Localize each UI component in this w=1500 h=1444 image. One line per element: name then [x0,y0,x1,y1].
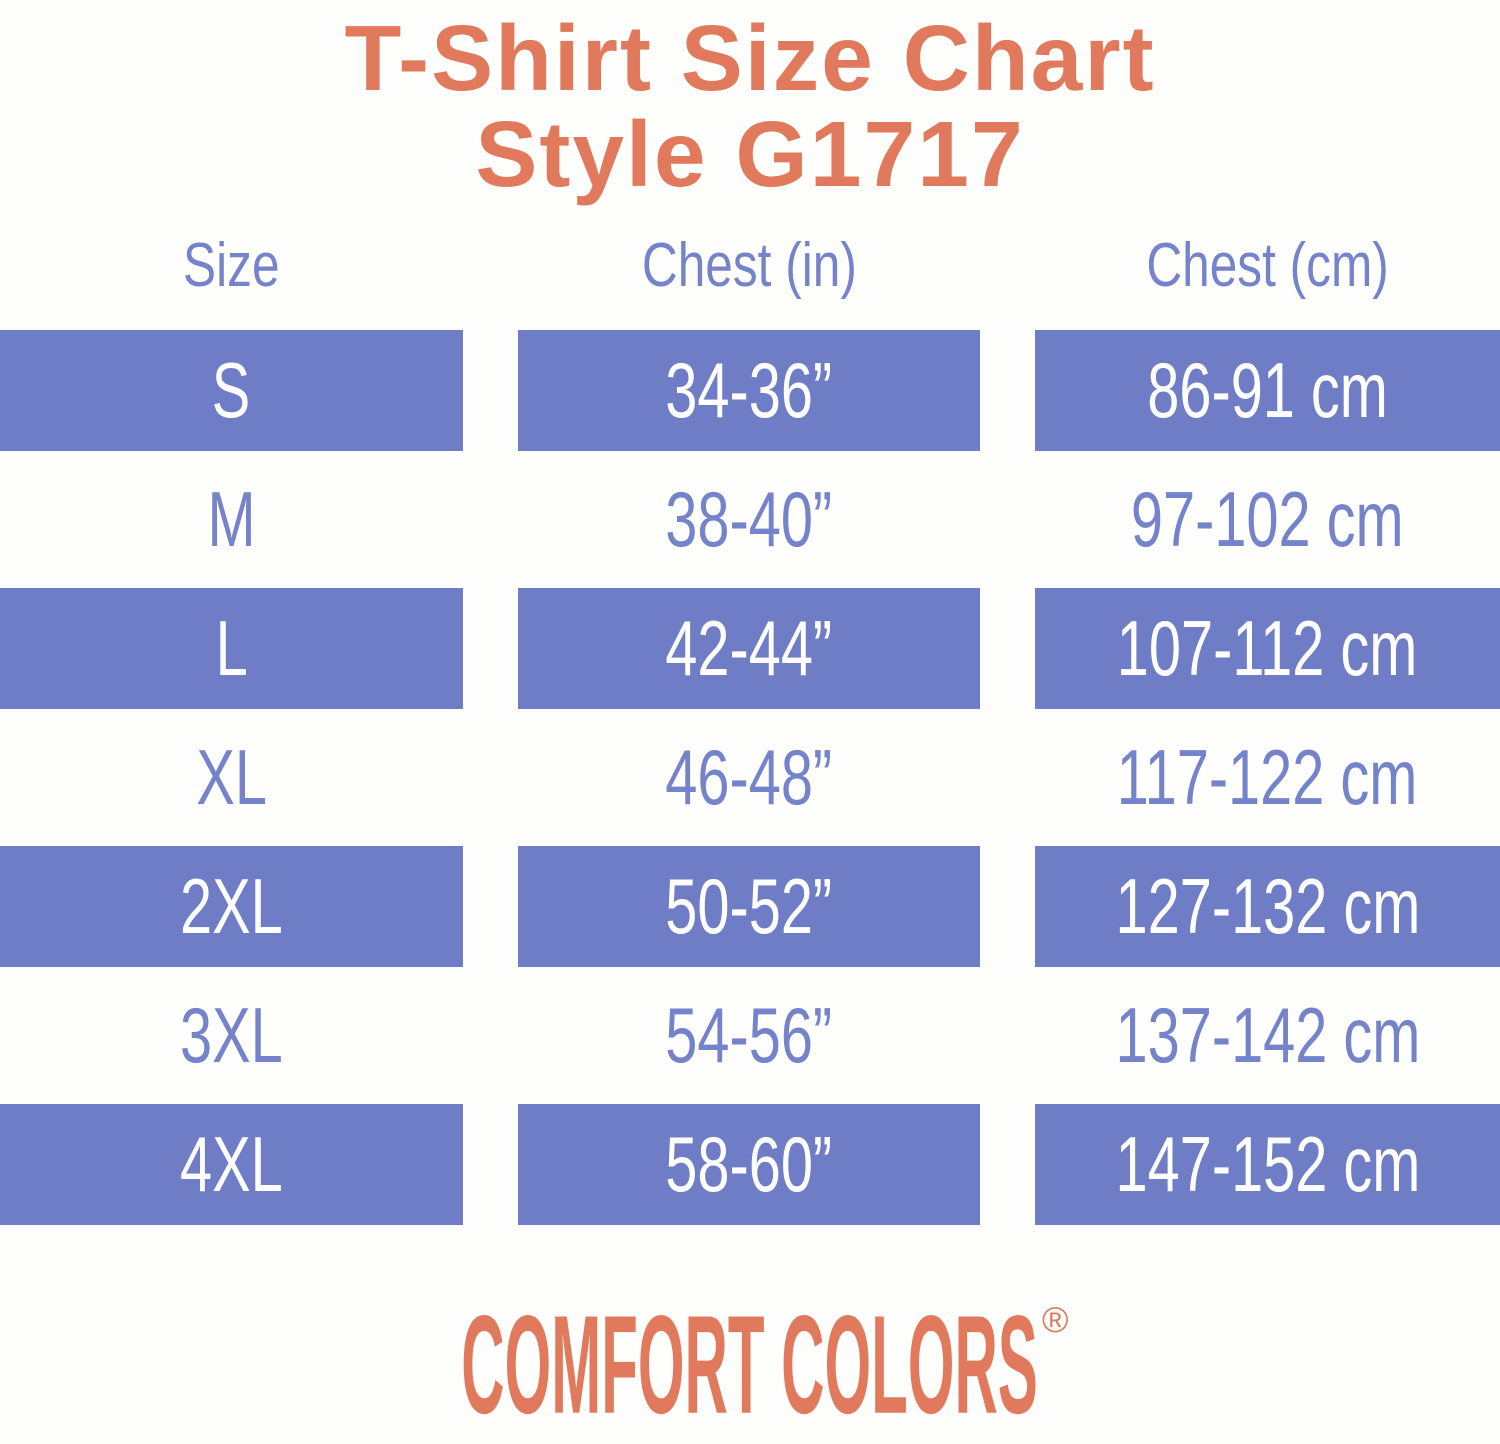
brand-logo: COMFORT COLORS ® [0,1286,1500,1444]
cell-size: M [0,459,463,580]
brand-name: COMFORT COLORS [461,1286,1039,1444]
title-line-2: Style G1717 [475,102,1025,206]
cell-chest-cm-value: 137-142 cm [1115,991,1420,1079]
cell-chest-in: 58-60” [518,1104,980,1225]
cell-chest-cm: 147-152 cm [1035,1104,1500,1225]
cell-chest-cm-value: 127-132 cm [1115,862,1420,950]
cell-chest-in: 34-36” [518,330,980,451]
cell-chest-cm: 107-112 cm [1035,588,1500,709]
cell-chest-in-value: 46-48” [665,733,833,821]
cell-chest-cm: 97-102 cm [1035,459,1500,580]
cell-chest-in-value: 42-44” [665,604,833,692]
cell-size-value: S [212,346,251,434]
cell-chest-in-value: 54-56” [665,991,833,1079]
cell-size: 2XL [0,846,463,967]
cell-chest-in: 46-48” [518,717,980,838]
title-line-1: T-Shirt Size Chart [344,6,1156,110]
cell-size-value: 3XL [180,991,283,1079]
cell-size: 4XL [0,1104,463,1225]
cell-size: S [0,330,463,451]
column-header-chest-cm-label: Chest (cm) [1146,230,1389,300]
cell-chest-cm-value: 97-102 cm [1131,475,1404,563]
cell-chest-in: 42-44” [518,588,980,709]
cell-size: 3XL [0,975,463,1096]
cell-chest-cm-value: 147-152 cm [1115,1120,1420,1208]
cell-size: XL [0,717,463,838]
column-header-size-label: Size [183,230,280,300]
table-header-row: Size Chest (in) Chest (cm) [0,228,1500,302]
cell-chest-cm: 86-91 cm [1035,330,1500,451]
cell-chest-cm-value: 86-91 cm [1147,346,1388,434]
cell-size-value: 2XL [180,862,283,950]
cell-chest-cm-value: 107-112 cm [1117,604,1418,692]
page-title: T-Shirt Size Chart Style G1717 [0,0,1500,202]
cell-chest-in: 50-52” [518,846,980,967]
cell-chest-in-value: 58-60” [665,1120,833,1208]
cell-chest-cm: 137-142 cm [1035,975,1500,1096]
cell-size-value: L [215,604,248,692]
cell-size-value: M [207,475,256,563]
column-header-chest-in-label: Chest (in) [641,230,857,300]
cell-chest-in-value: 34-36” [665,346,833,434]
registered-trademark-icon: ® [1042,1299,1069,1340]
cell-size-value: 4XL [180,1120,283,1208]
cell-size-value: XL [196,733,267,821]
cell-chest-in-value: 50-52” [665,862,833,950]
column-header-chest-cm: Chest (cm) [1035,230,1500,301]
column-header-chest-in: Chest (in) [518,230,980,301]
cell-chest-in-value: 38-40” [665,475,833,563]
cell-chest-in: 38-40” [518,459,980,580]
size-table: Size Chest (in) Chest (cm) S 34-36” 86-9… [0,228,1500,1225]
cell-size: L [0,588,463,709]
cell-chest-cm: 117-122 cm [1035,717,1500,838]
cell-chest-cm: 127-132 cm [1035,846,1500,967]
column-header-size: Size [0,230,463,301]
cell-chest-in: 54-56” [518,975,980,1096]
table-body: S 34-36” 86-91 cm M 38-40” 97-102 cm L 4… [0,330,1500,1225]
cell-chest-cm-value: 117-122 cm [1117,733,1418,821]
